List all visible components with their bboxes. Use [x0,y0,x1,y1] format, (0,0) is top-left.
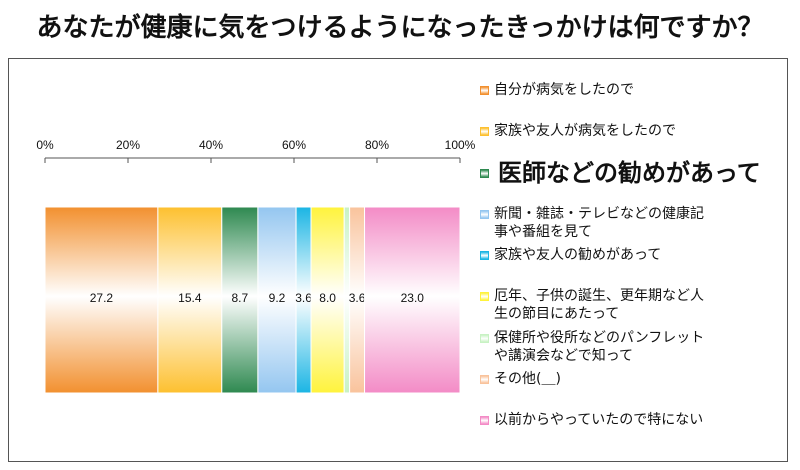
legend-item-1: 自分が病気をしたので [480,81,708,99]
legend-swatch-9 [480,416,489,425]
legend-label-3: 医師などの勧めがあって [498,158,761,187]
chart-title: あなたが健康に気をつけるようになったきっかけは何ですか？ [36,13,764,43]
x-tick-label-2: 40% [199,138,223,152]
legend-item-2: 家族や友人が病気をしたので [480,122,708,140]
legend-item-7: 保健所や役所などのパンフレットや講演会などで知って [480,329,708,365]
data-label-4: 9.2 [269,291,286,305]
data-label-3: 8.7 [231,291,248,305]
x-tick-label-0: 0% [36,138,54,152]
data-label-2: 15.4 [178,291,202,305]
legend-swatch-3 [480,168,489,178]
legend-swatch-4 [480,209,489,219]
bar-segment-4 [257,206,297,394]
legend-swatch-2 [480,127,489,137]
data-label-6: 8.0 [319,291,336,305]
legend-item-8: その他(＿) [480,370,708,388]
bar-segment-3 [221,206,259,394]
data-label-8: 3.6 [349,291,366,305]
bar-segment-2 [157,206,223,394]
legend: 自分が病気をしたので家族や友人が病気をしたので医師などの勧めがあって新聞・雑誌・… [471,59,787,461]
legend-label-7: 保健所や役所などのパンフレットや講演会などで知って [494,329,705,364]
x-tick-label-1: 20% [116,138,140,152]
data-label-5: 3.6 [295,291,312,305]
x-tick-label-4: 80% [365,138,389,152]
data-label-1: 27.2 [90,291,114,305]
legend-swatch-5 [480,251,489,260]
data-label-9: 23.0 [401,291,425,305]
legend-swatch-8 [480,374,489,384]
x-tick-label-3: 60% [282,138,306,152]
legend-item-5: 家族や友人の勧めがあって [480,246,708,264]
stacked-bar-chart: 0% 20% 40% 60% 80% 100% 27.2 15.4 8.7 9.2 3.6 8.0 3.… [36,138,476,394]
legend-label-4: 新聞・雑誌・テレビなどの健康記事や番組を見て [494,205,704,240]
legend-label-6: 厄年、子供の誕生、更年期など人生の節目にあたって [494,288,704,323]
legend-label-5: 家族や友人の勧めがあって [494,247,662,263]
bar-segment-9 [364,206,461,394]
legend-swatch-1 [480,86,489,95]
legend-label-9: 以前からやっていたので特にない [494,412,704,428]
legend-item-4: 新聞・雑誌・テレビなどの健康記事や番組を見て [480,205,708,241]
legend-label-1: 自分が病気をしたので [494,82,634,98]
x-tick-label-5: 100% [445,138,476,152]
legend-item-3: 医師などの勧めがあって [480,158,761,188]
legend-swatch-6 [480,292,489,302]
legend-item-6: 厄年、子供の誕生、更年期など人生の節目にあたって [480,287,708,323]
legend-label-8: その他(＿) [494,370,561,387]
chart-area: 0% 20% 40% 60% 80% 100% 27.2 15.4 8.7 9.2 3.6 8.0 3.… [8,58,788,462]
legend-swatch-7 [480,333,489,343]
legend-item-9: 以前からやっていたので特にない [480,411,708,429]
legend-label-2: 家族や友人が病気をしたので [494,123,676,140]
bar-segment-1 [44,206,159,394]
